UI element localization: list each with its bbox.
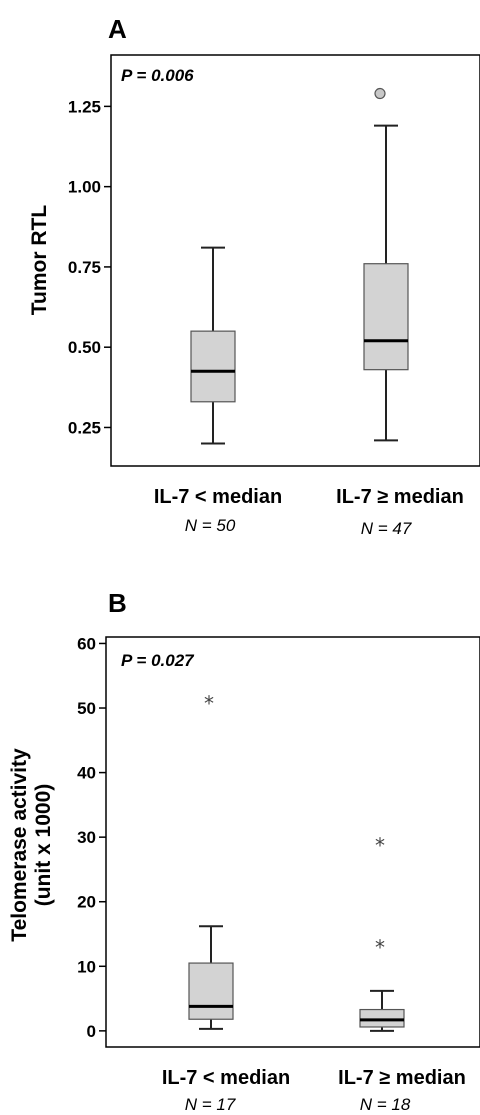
interquartile-box [363,263,409,371]
panel-a-y-ticks: 0.25 0.50 0.75 1.00 1.25 [68,97,111,437]
outlier-star: * [375,936,385,960]
panel-b-box-1: * [188,692,234,1030]
panel-a-plot-frame [110,54,480,467]
interquartile-box [188,962,234,1020]
outlier-circle [374,87,386,100]
panel-b-y-tick-label: 60 [77,634,96,653]
panel-a-category-1: IL-7 < median [154,486,282,508]
panel-a-boxes [190,87,409,445]
panel-b-y-ticks: 0 10 20 30 40 50 60 [77,634,106,1041]
panel-b-y-tick-label: 30 [77,828,96,847]
panel-b-y-tick-label: 0 [87,1022,96,1041]
panel-a-y-tick-label: 1.00 [68,178,101,197]
panel-b-letter: B [108,588,127,618]
panel-b-y-tick-label: 10 [77,957,96,976]
panel-b-y-tick-label: 40 [77,764,96,783]
panel-b: B P = 0.027 Telomerase activity (unit x … [8,588,480,1114]
panel-b-plot-frame [105,636,480,1048]
panel-b-box-2: ** [359,834,405,1032]
outlier-star: * [204,692,214,716]
panel-b-y-tick-label: 50 [77,699,96,718]
interquartile-box [190,330,236,403]
panel-b-y-axis-label-line-1: Telomerase activity [8,748,31,942]
interquartile-box [359,1008,405,1028]
panel-a-category-2: IL-7 ≥ median [336,486,464,508]
panel-b-n-2: N = 18 [360,1095,411,1114]
panel-a-n-2: N = 47 [361,519,412,538]
panel-a-box-1 [190,246,236,445]
outlier-star: * [375,834,385,858]
panel-b-category-1: IL-7 < median [162,1067,290,1089]
panel-a-y-tick-label: 0.25 [68,418,101,437]
panel-a-box-2 [363,87,409,442]
panel-a-n-1: N = 50 [185,516,236,535]
panel-a-y-axis-label: Tumor RTL [28,205,51,316]
panel-a-y-tick-label: 0.75 [68,258,101,277]
panel-a: A P = 0.006 Tumor RTL 0.25 0.50 0.75 1.00 1.… [28,14,480,538]
panel-b-boxes: *** [188,692,405,1032]
panel-b-p-value: P = 0.027 [121,651,195,670]
panel-b-n-1: N = 17 [185,1095,236,1114]
panel-a-p-value: P = 0.006 [121,66,194,85]
panel-b-category-2: IL-7 ≥ median [338,1067,466,1089]
panel-b-y-tick-label: 20 [77,893,96,912]
panel-b-y-axis-label-line-2: (unit x 1000) [32,784,55,907]
panel-a-y-tick-label: 0.50 [68,338,101,357]
panel-a-letter: A [108,14,127,44]
panel-a-y-tick-label: 1.25 [68,97,101,116]
